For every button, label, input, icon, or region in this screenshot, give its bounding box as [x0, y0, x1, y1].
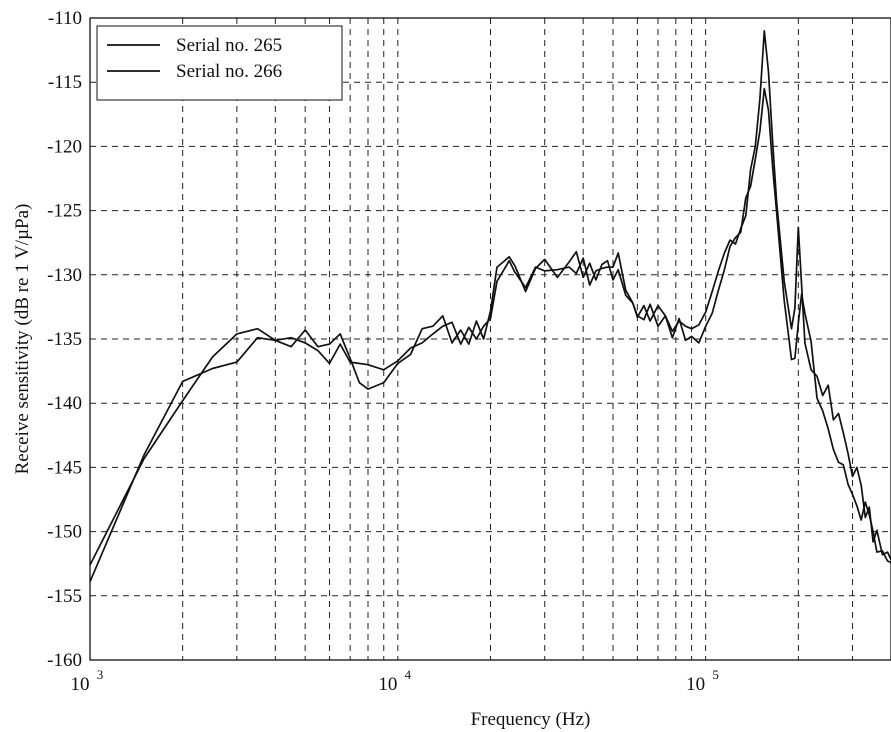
x-tick-exponent: 5	[712, 667, 719, 682]
y-tick-label: -155	[47, 586, 82, 607]
y-tick-label: -115	[48, 72, 82, 93]
y-tick-labels: -110 -115 -120 -125 -130 -135 -140 -145 -150 -155…	[47, 8, 82, 671]
y-tick-label: -125	[47, 201, 82, 222]
y-tick-label: -110	[48, 8, 82, 29]
plot-frame	[89, 17, 891, 661]
series-lines	[89, 29, 891, 583]
x-tick-exponent: 3	[97, 667, 104, 682]
x-tick-label: 10	[686, 674, 705, 695]
x-axis-title: Frequency (Hz)	[471, 709, 591, 730]
y-tick-label: -140	[47, 393, 82, 414]
series-line-serial-266	[89, 87, 891, 566]
legend-label-serial-265: Serial no. 265	[176, 35, 282, 56]
legend-box	[96, 25, 343, 101]
y-tick-label: -120	[47, 136, 82, 157]
x-tick-label: 10	[71, 674, 90, 695]
series-line-serial-265	[89, 29, 891, 583]
x-tick-exponent: 4	[405, 667, 412, 682]
y-axis-title: Receive sensitivity (dB re 1 V/µPa)	[12, 204, 33, 475]
y-tick-label: -150	[47, 522, 82, 543]
y-tick-label: -160	[47, 650, 82, 671]
legend-label-serial-266: Serial no. 266	[176, 61, 282, 82]
y-tick-label: -135	[47, 329, 82, 350]
legend: Serial no. 265 Serial no. 266	[96, 25, 343, 101]
y-tick-label: -130	[47, 265, 82, 286]
x-tick-label: 10	[378, 674, 397, 695]
y-tick-label: -145	[47, 457, 82, 478]
grid-lines	[90, 18, 891, 660]
x-tick-labels: 10 3 10 4 10 5	[71, 667, 719, 695]
